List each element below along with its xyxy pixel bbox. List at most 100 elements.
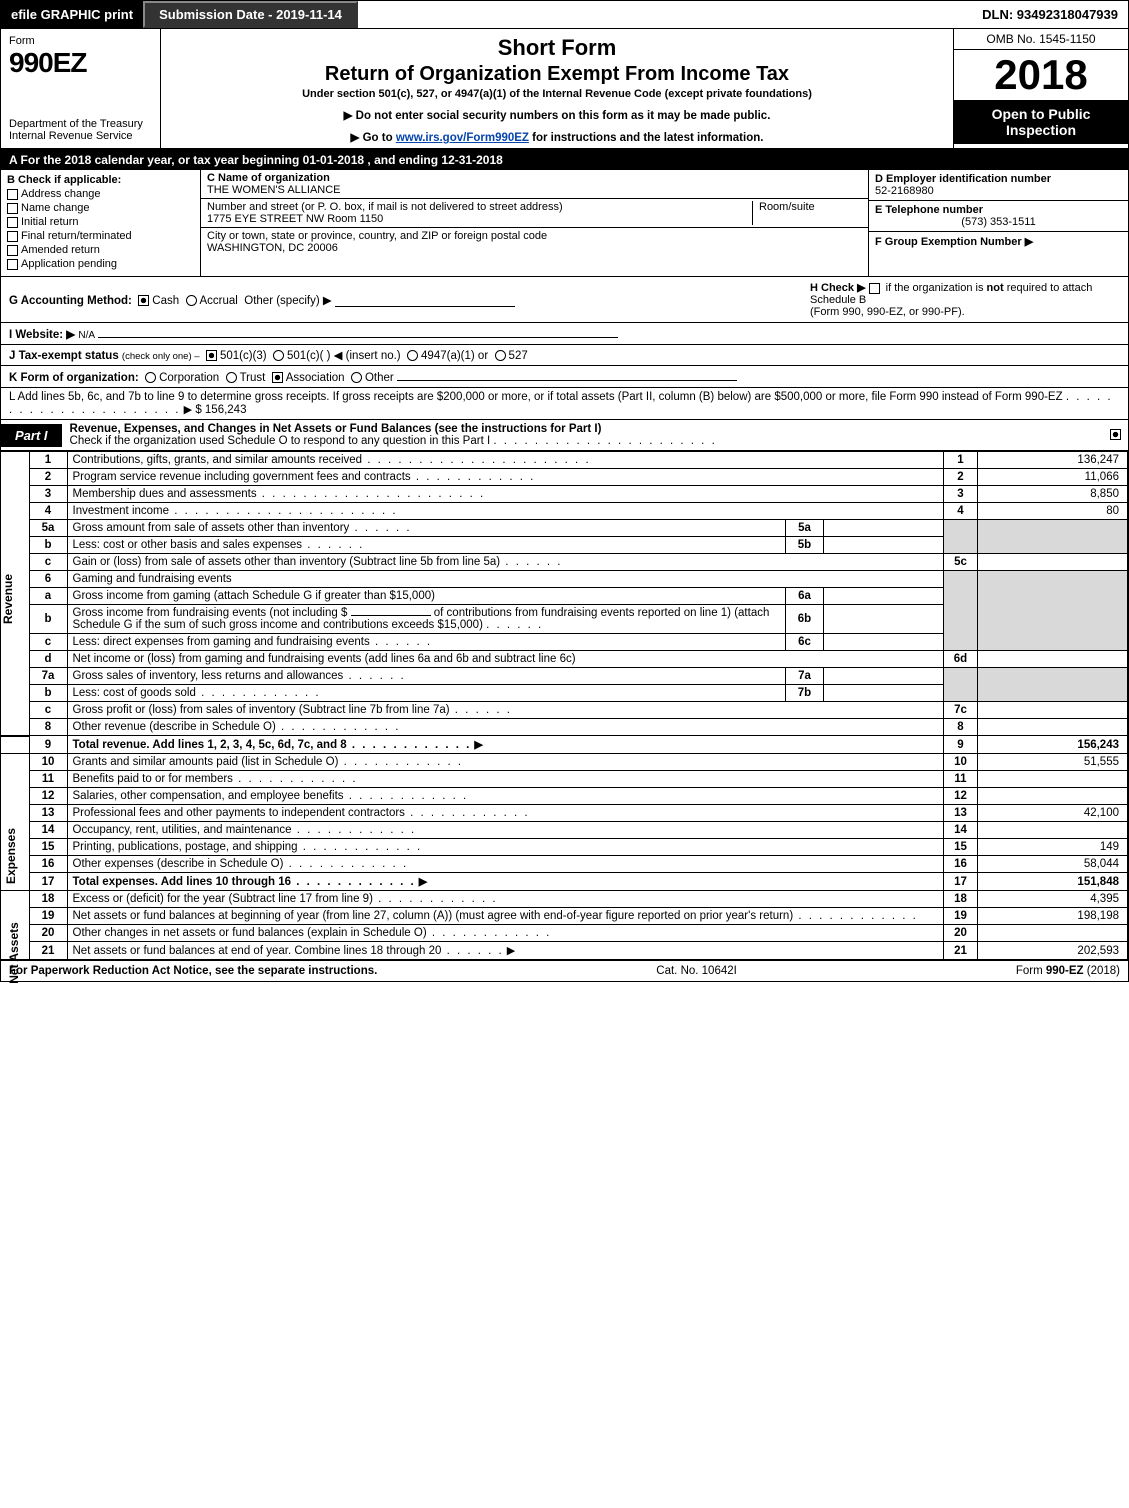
chk-address-change[interactable]: Address change xyxy=(7,188,194,200)
j-o4: 527 xyxy=(509,350,528,362)
ssn-warning: ▶ Do not enter social security numbers o… xyxy=(171,108,943,122)
dots-icon xyxy=(338,756,463,768)
page-footer: For Paperwork Reduction Act Notice, see … xyxy=(1,960,1128,981)
amt-14 xyxy=(978,822,1128,839)
h-checkbox-icon[interactable] xyxy=(869,283,880,294)
line-10: Expenses 10 Grants and similar amounts p… xyxy=(1,754,1128,771)
dots-icon xyxy=(411,471,536,483)
line-2: 2 Program service revenue including gove… xyxy=(1,469,1128,486)
sub-6b-val xyxy=(824,605,944,634)
addr-val: 1775 EYE STREET NW Room 1150 xyxy=(207,213,383,225)
chk-final-return[interactable]: Final return/terminated xyxy=(7,230,194,242)
city-block: City or town, state or province, country… xyxy=(201,228,868,256)
part-i-header: Part I Revenue, Expenses, and Changes in… xyxy=(1,419,1128,451)
gray-cell xyxy=(944,520,978,554)
l-text: L Add lines 5b, 6c, and 7b to line 9 to … xyxy=(9,391,1063,403)
gray-cell xyxy=(978,668,1128,702)
line-9: 9 Total revenue. Add lines 1, 2, 3, 4, 5… xyxy=(1,736,1128,754)
checkbox-icon xyxy=(7,217,18,228)
radio-corp-icon[interactable] xyxy=(145,372,156,383)
dots-icon xyxy=(343,670,405,682)
amt-2: 11,066 xyxy=(978,469,1128,486)
blank-6b[interactable] xyxy=(351,615,431,616)
col-b: B Check if applicable: Address change Na… xyxy=(1,170,201,276)
amt-6d xyxy=(978,651,1128,668)
h-pre: H Check ▶ xyxy=(810,282,869,294)
radio-other-icon[interactable] xyxy=(351,372,362,383)
phone-value: (573) 353-1511 xyxy=(875,216,1122,228)
dots-icon xyxy=(283,858,408,870)
goto-pre: ▶ Go to xyxy=(351,132,396,144)
open-to-public: Open to Public Inspection xyxy=(954,100,1128,144)
d-block: D Employer identification number 52-2168… xyxy=(869,170,1128,201)
dots-icon xyxy=(405,807,530,819)
checkbox-icon xyxy=(7,189,18,200)
chk-application-pending[interactable]: Application pending xyxy=(7,258,194,270)
amt-16: 58,044 xyxy=(978,856,1128,873)
line-a-mid: , and ending xyxy=(367,153,441,167)
radio-assoc-checked-icon[interactable] xyxy=(272,372,283,383)
amt-21: 202,593 xyxy=(978,942,1128,960)
g-other-blank[interactable] xyxy=(335,295,515,307)
irs-link[interactable]: www.irs.gov/Form990EZ xyxy=(396,132,529,144)
dots-icon xyxy=(196,687,321,699)
line-h: H Check ▶ if the organization is not req… xyxy=(800,281,1120,318)
line-13: 13 Professional fees and other payments … xyxy=(1,805,1128,822)
city-label: City or town, state or province, country… xyxy=(207,230,547,242)
part-i-title: Revenue, Expenses, and Changes in Net As… xyxy=(62,420,1106,450)
i-label: I Website: ▶ xyxy=(9,329,75,341)
addr-label: Number and street (or P. O. box, if mail… xyxy=(207,201,563,213)
chk-amended-return[interactable]: Amended return xyxy=(7,244,194,256)
revenue-side-tab: Revenue xyxy=(1,452,29,736)
under-section: Under section 501(c), 527, or 4947(a)(1)… xyxy=(171,88,943,100)
website-value: N/A xyxy=(78,330,95,341)
header-right: OMB No. 1545-1150 2018 Open to Public In… xyxy=(953,29,1128,148)
amt-8 xyxy=(978,719,1128,736)
k-label: K Form of organization: xyxy=(9,372,139,384)
line-17: 17 Total expenses. Add lines 10 through … xyxy=(1,873,1128,891)
line-a-prefix: A For the 2018 calendar year, or tax yea… xyxy=(9,153,303,167)
arrow-icon xyxy=(416,876,428,888)
line-12: 12 Salaries, other compensation, and emp… xyxy=(1,788,1128,805)
amt-20 xyxy=(978,925,1128,942)
submission-date-button[interactable]: Submission Date - 2019-11-14 xyxy=(143,1,358,28)
amt-12 xyxy=(978,788,1128,805)
radio-501c3-checked-icon[interactable] xyxy=(206,350,217,361)
sub-6a-val xyxy=(824,588,944,605)
line-19: 19 Net assets or fund balances at beginn… xyxy=(1,908,1128,925)
spacer xyxy=(358,1,972,28)
header-middle: Short Form Return of Organization Exempt… xyxy=(161,29,953,148)
chk-initial-return[interactable]: Initial return xyxy=(7,216,194,228)
radio-501c-icon[interactable] xyxy=(273,350,284,361)
section-b-c-d: B Check if applicable: Address change Na… xyxy=(1,170,1128,277)
dots-icon xyxy=(793,910,918,922)
amt-4: 80 xyxy=(978,503,1128,520)
part-i-checkbox[interactable] xyxy=(1106,429,1128,441)
line-5c: c Gain or (loss) from sale of assets oth… xyxy=(1,554,1128,571)
footer-left: For Paperwork Reduction Act Notice, see … xyxy=(9,965,377,977)
dots-icon xyxy=(302,539,364,551)
h-post2: (Form 990, 990-EZ, or 990-PF). xyxy=(810,306,965,318)
c-label: C Name of organization xyxy=(207,172,330,184)
checkbox-icon xyxy=(7,259,18,270)
radio-4947-icon[interactable] xyxy=(407,350,418,361)
dots-icon xyxy=(292,824,417,836)
amt-13: 42,100 xyxy=(978,805,1128,822)
e-block: E Telephone number (573) 353-1511 xyxy=(869,201,1128,232)
dots-icon xyxy=(362,454,591,466)
radio-527-icon[interactable] xyxy=(495,350,506,361)
dots-icon xyxy=(500,556,562,568)
radio-accrual-icon[interactable] xyxy=(186,295,197,306)
chk-name-change[interactable]: Name change xyxy=(7,202,194,214)
line-6: 6 Gaming and fundraising events xyxy=(1,571,1128,588)
amt-15: 149 xyxy=(978,839,1128,856)
amt-3: 8,850 xyxy=(978,486,1128,503)
radio-trust-icon[interactable] xyxy=(226,372,237,383)
dots-icon xyxy=(233,773,358,785)
col-b-title: B Check if applicable: xyxy=(7,174,194,186)
k-o1: Corporation xyxy=(159,372,219,384)
j-label: J Tax-exempt status xyxy=(9,350,119,362)
gray-cell xyxy=(978,571,1128,651)
radio-cash-checked-icon[interactable] xyxy=(138,295,149,306)
sub-7a-val xyxy=(824,668,944,685)
